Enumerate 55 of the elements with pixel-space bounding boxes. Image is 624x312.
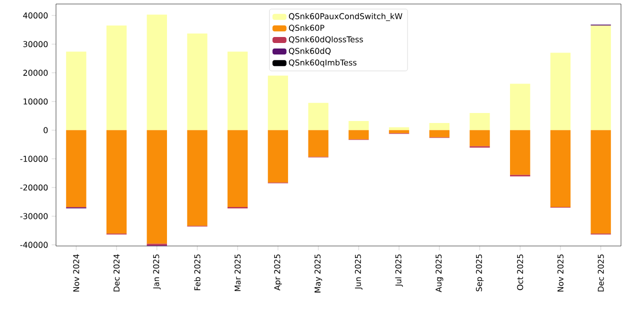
bar bbox=[228, 130, 248, 207]
x-tick-label: Jan 2025 bbox=[153, 254, 161, 290]
bar bbox=[66, 130, 86, 207]
y-tick-label: -30000 bbox=[20, 213, 48, 220]
y-tick-label: 10000 bbox=[24, 98, 48, 104]
y-tick-label: -20000 bbox=[20, 184, 48, 191]
bar bbox=[106, 130, 127, 234]
bar bbox=[470, 112, 490, 130]
bar bbox=[470, 130, 490, 146]
x-tick-label: Apr 2025 bbox=[274, 254, 282, 290]
y-tick-label: 20000 bbox=[23, 70, 48, 76]
x-tick-label: Nov 2025 bbox=[557, 254, 564, 292]
bar bbox=[429, 130, 450, 138]
legend-label: QSnk60PauxCondSwitch_kW bbox=[288, 13, 402, 21]
bar bbox=[146, 14, 167, 130]
x-tick-label: Nov 2024 bbox=[73, 254, 80, 292]
bar bbox=[590, 25, 611, 130]
legend-label: QSnk60qImbTess bbox=[288, 59, 356, 68]
bar bbox=[510, 84, 530, 130]
bar bbox=[187, 34, 208, 130]
bar bbox=[66, 52, 86, 130]
bar bbox=[590, 130, 611, 234]
x-tick-label: Feb 2025 bbox=[194, 254, 200, 290]
bar bbox=[268, 130, 288, 183]
x-tick-label: Jul 2025 bbox=[395, 254, 403, 287]
x-tick-label: Dec 2024 bbox=[114, 254, 120, 292]
y-tick-label: 40000 bbox=[23, 12, 48, 18]
bar bbox=[388, 130, 410, 134]
x-tick-label: Mar 2025 bbox=[234, 254, 241, 291]
bar bbox=[187, 130, 208, 226]
bar bbox=[510, 130, 530, 175]
bar bbox=[228, 52, 248, 130]
y-tick-label: 30000 bbox=[23, 41, 48, 48]
x-tick-label: Jun 2025 bbox=[354, 254, 362, 290]
x-tick-label: Sep 2025 bbox=[476, 254, 484, 292]
bar bbox=[106, 25, 127, 130]
x-tick-label: Aug 2025 bbox=[436, 254, 444, 292]
legend-label: QSnk60P bbox=[288, 24, 324, 32]
y-tick-label: 0 bbox=[44, 127, 48, 134]
bar bbox=[146, 130, 167, 244]
x-tick-label: May 2025 bbox=[314, 254, 322, 292]
bar bbox=[550, 52, 571, 130]
bar bbox=[550, 130, 571, 207]
bar bbox=[268, 76, 288, 130]
legend-label: QSnk60dQlossTess bbox=[288, 36, 363, 44]
x-tick-label: Oct 2025 bbox=[517, 254, 524, 290]
legend-label: QSnk60dQ bbox=[288, 48, 331, 55]
bar bbox=[308, 130, 328, 157]
y-tick-label: -40000 bbox=[20, 242, 48, 248]
bar bbox=[429, 122, 450, 130]
y-tick-label: -10000 bbox=[20, 156, 48, 162]
bar bbox=[348, 130, 369, 140]
bar bbox=[348, 120, 369, 130]
bar bbox=[308, 102, 328, 130]
x-tick-label: Dec 2025 bbox=[598, 254, 604, 292]
